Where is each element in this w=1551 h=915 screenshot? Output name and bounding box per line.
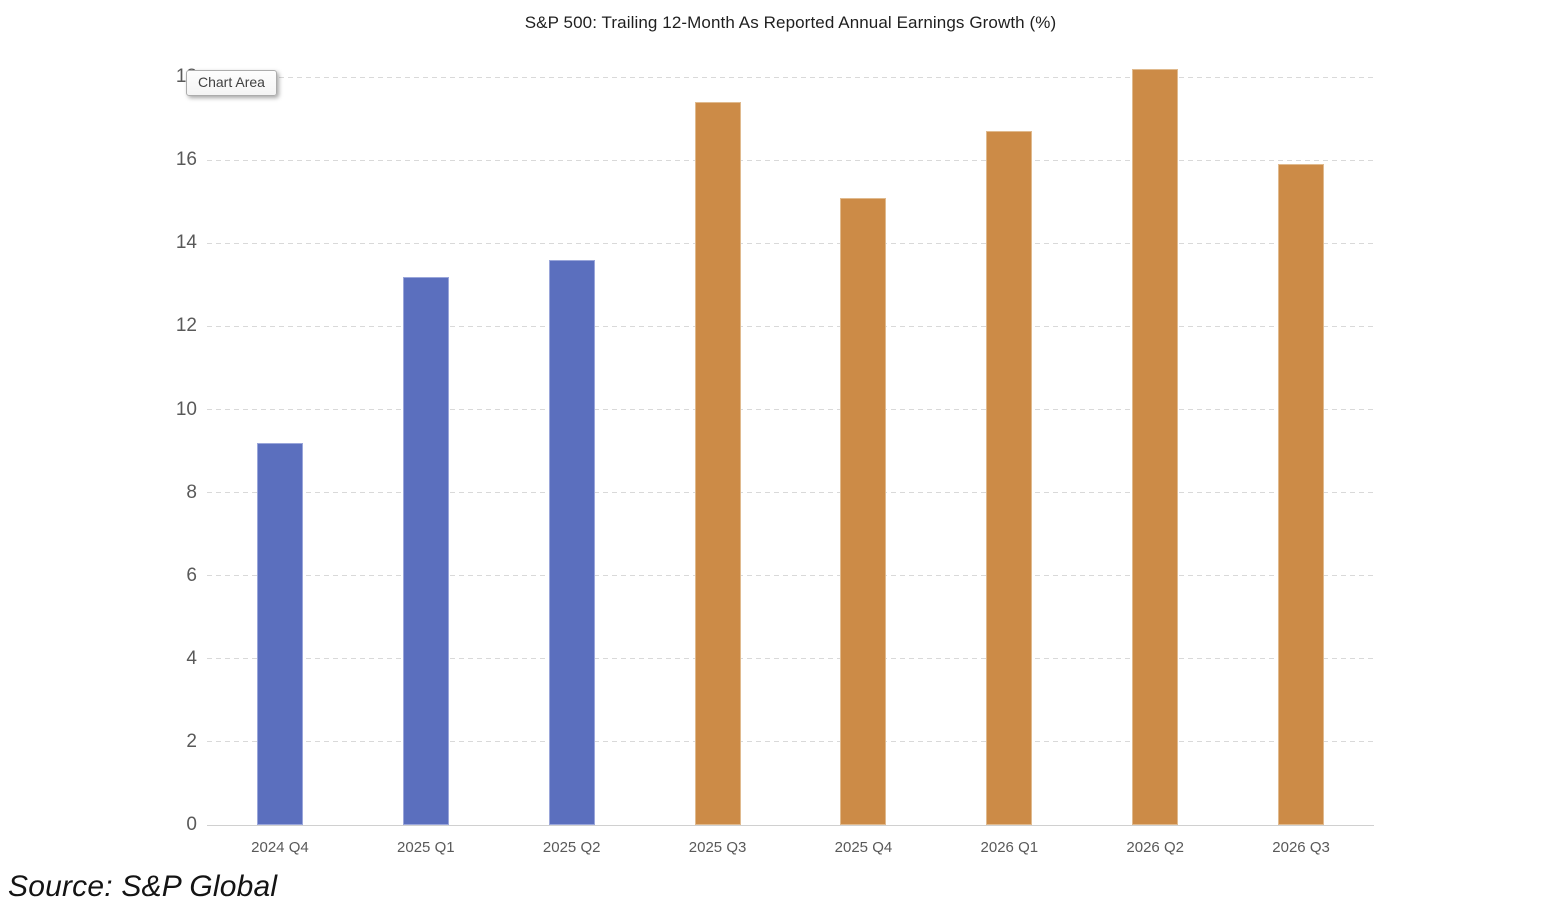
- x-axis-category-label: 2024 Q4: [251, 839, 309, 856]
- gridline: [207, 492, 1374, 494]
- chart-area-tooltip: Chart Area: [186, 70, 277, 96]
- y-axis-tick-label: 16: [175, 149, 197, 171]
- gridline: [207, 242, 1374, 244]
- gridline: [207, 741, 1374, 743]
- y-axis-tick-label: 8: [186, 481, 197, 503]
- x-axis-category-label: 2025 Q3: [688, 839, 747, 856]
- bar-2024-q4[interactable]: [256, 442, 303, 825]
- bar-2025-q2[interactable]: [548, 259, 595, 825]
- bar-2025-q3[interactable]: [694, 102, 741, 825]
- y-axis-tick-label: 6: [186, 564, 197, 586]
- gridline: [207, 575, 1374, 577]
- x-axis-category-label: 2026 Q2: [1126, 839, 1184, 856]
- x-axis-line: [207, 825, 1374, 826]
- x-axis-category-label: 2026 Q1: [980, 839, 1039, 856]
- gridline: [207, 159, 1374, 161]
- bar-2025-q1[interactable]: [402, 276, 449, 825]
- y-axis-tick-label: 14: [175, 232, 197, 254]
- source-attribution: Source: S&P Global: [8, 870, 278, 903]
- y-axis-tick-label: 2: [186, 730, 197, 752]
- bar-2026-q1[interactable]: [986, 131, 1033, 825]
- x-axis-category-label: 2025 Q1: [397, 839, 455, 856]
- gridline: [207, 658, 1374, 660]
- chart-title: S&P 500: Trailing 12-Month As Reported A…: [524, 13, 1057, 32]
- gridline: [207, 409, 1374, 410]
- y-axis-tick-label: 4: [186, 647, 197, 669]
- bar-2025-q4[interactable]: [840, 197, 887, 825]
- y-axis-tick-label: 10: [175, 398, 197, 420]
- bar-2026-q3[interactable]: [1278, 164, 1325, 825]
- x-axis-category-label: 2025 Q4: [834, 839, 893, 856]
- x-axis-category-label: 2025 Q2: [542, 839, 601, 856]
- y-axis-tick-label: 0: [186, 814, 197, 835]
- x-axis-category-label: 2026 Q3: [1272, 839, 1330, 856]
- gridline: [207, 325, 1374, 327]
- y-axis-tick-label: 12: [175, 315, 197, 337]
- bar-2026-q2[interactable]: [1132, 68, 1179, 825]
- gridline: [207, 76, 1374, 78]
